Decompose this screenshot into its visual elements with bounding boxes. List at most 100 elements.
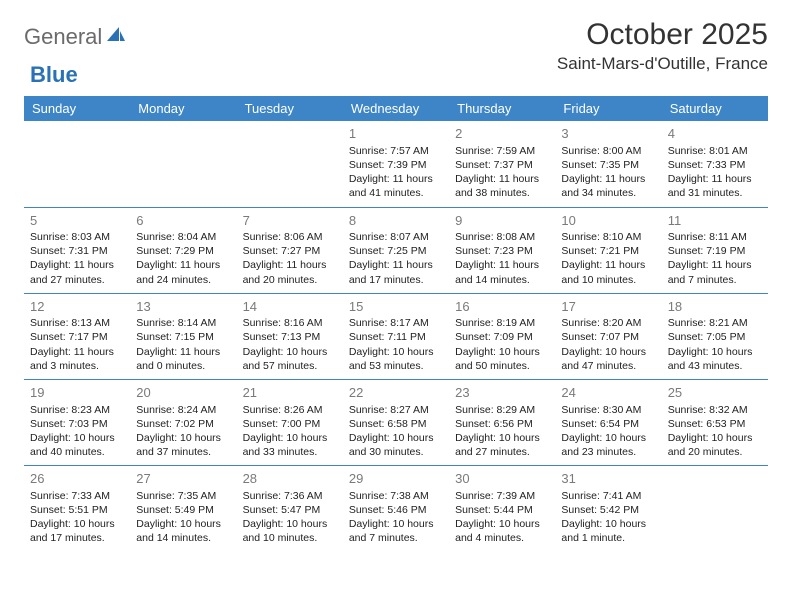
- day-header: Thursday: [449, 96, 555, 121]
- sunset-line: Sunset: 5:42 PM: [561, 503, 655, 517]
- sunrise-line: Sunrise: 8:19 AM: [455, 316, 549, 330]
- daylight-line: and 24 minutes.: [136, 273, 230, 287]
- daylight-line: and 27 minutes.: [455, 445, 549, 459]
- sunrise-line: Sunrise: 8:06 AM: [243, 230, 337, 244]
- daylight-line: and 30 minutes.: [349, 445, 443, 459]
- calendar-cell: 2Sunrise: 7:59 AMSunset: 7:37 PMDaylight…: [449, 121, 555, 207]
- daylight-line: and 1 minute.: [561, 531, 655, 545]
- calendar-cell: 15Sunrise: 8:17 AMSunset: 7:11 PMDayligh…: [343, 293, 449, 379]
- calendar-cell: 11Sunrise: 8:11 AMSunset: 7:19 PMDayligh…: [662, 207, 768, 293]
- sunset-line: Sunset: 7:13 PM: [243, 330, 337, 344]
- sunset-line: Sunset: 6:58 PM: [349, 417, 443, 431]
- calendar-cell: 19Sunrise: 8:23 AMSunset: 7:03 PMDayligh…: [24, 379, 130, 465]
- calendar-cell: 7Sunrise: 8:06 AMSunset: 7:27 PMDaylight…: [237, 207, 343, 293]
- sunset-line: Sunset: 6:56 PM: [455, 417, 549, 431]
- day-number: 1: [349, 125, 443, 143]
- calendar-cell: 25Sunrise: 8:32 AMSunset: 6:53 PMDayligh…: [662, 379, 768, 465]
- calendar-cell: 8Sunrise: 8:07 AMSunset: 7:25 PMDaylight…: [343, 207, 449, 293]
- calendar-cell: 10Sunrise: 8:10 AMSunset: 7:21 PMDayligh…: [555, 207, 661, 293]
- day-number: 19: [30, 384, 124, 402]
- daylight-line: Daylight: 11 hours: [668, 258, 762, 272]
- daylight-line: and 20 minutes.: [243, 273, 337, 287]
- sunset-line: Sunset: 7:11 PM: [349, 330, 443, 344]
- calendar-cell: 22Sunrise: 8:27 AMSunset: 6:58 PMDayligh…: [343, 379, 449, 465]
- calendar-cell: 27Sunrise: 7:35 AMSunset: 5:49 PMDayligh…: [130, 466, 236, 552]
- calendar-cell: 18Sunrise: 8:21 AMSunset: 7:05 PMDayligh…: [662, 293, 768, 379]
- day-number: 27: [136, 470, 230, 488]
- daylight-line: Daylight: 11 hours: [30, 345, 124, 359]
- daylight-line: and 10 minutes.: [243, 531, 337, 545]
- day-number: 17: [561, 298, 655, 316]
- sunset-line: Sunset: 7:35 PM: [561, 158, 655, 172]
- calendar-cell: [24, 121, 130, 207]
- daylight-line: Daylight: 11 hours: [349, 172, 443, 186]
- daylight-line: Daylight: 10 hours: [561, 345, 655, 359]
- day-number: 16: [455, 298, 549, 316]
- daylight-line: Daylight: 11 hours: [668, 172, 762, 186]
- daylight-line: and 34 minutes.: [561, 186, 655, 200]
- logo-word-1: General: [24, 24, 102, 50]
- day-number: 24: [561, 384, 655, 402]
- sunset-line: Sunset: 7:15 PM: [136, 330, 230, 344]
- calendar-cell: 23Sunrise: 8:29 AMSunset: 6:56 PMDayligh…: [449, 379, 555, 465]
- day-number: 5: [30, 212, 124, 230]
- sunrise-line: Sunrise: 8:26 AM: [243, 403, 337, 417]
- day-number: 22: [349, 384, 443, 402]
- sunrise-line: Sunrise: 8:14 AM: [136, 316, 230, 330]
- daylight-line: and 7 minutes.: [349, 531, 443, 545]
- day-number: 9: [455, 212, 549, 230]
- sunrise-line: Sunrise: 8:13 AM: [30, 316, 124, 330]
- daylight-line: and 43 minutes.: [668, 359, 762, 373]
- sunrise-line: Sunrise: 8:08 AM: [455, 230, 549, 244]
- daylight-line: and 20 minutes.: [668, 445, 762, 459]
- calendar-page: General October 2025 Saint-Mars-d'Outill…: [0, 0, 792, 564]
- calendar-cell: [662, 466, 768, 552]
- sunset-line: Sunset: 7:29 PM: [136, 244, 230, 258]
- daylight-line: and 17 minutes.: [349, 273, 443, 287]
- daylight-line: and 14 minutes.: [136, 531, 230, 545]
- sunset-line: Sunset: 7:23 PM: [455, 244, 549, 258]
- daylight-line: Daylight: 10 hours: [30, 431, 124, 445]
- sunrise-line: Sunrise: 8:01 AM: [668, 144, 762, 158]
- daylight-line: Daylight: 11 hours: [136, 258, 230, 272]
- calendar-cell: 5Sunrise: 8:03 AMSunset: 7:31 PMDaylight…: [24, 207, 130, 293]
- calendar-cell: 4Sunrise: 8:01 AMSunset: 7:33 PMDaylight…: [662, 121, 768, 207]
- calendar-cell: 30Sunrise: 7:39 AMSunset: 5:44 PMDayligh…: [449, 466, 555, 552]
- daylight-line: and 40 minutes.: [30, 445, 124, 459]
- sunrise-line: Sunrise: 8:21 AM: [668, 316, 762, 330]
- daylight-line: Daylight: 10 hours: [243, 345, 337, 359]
- calendar-cell: 24Sunrise: 8:30 AMSunset: 6:54 PMDayligh…: [555, 379, 661, 465]
- sunrise-line: Sunrise: 8:11 AM: [668, 230, 762, 244]
- daylight-line: and 38 minutes.: [455, 186, 549, 200]
- sunrise-line: Sunrise: 7:36 AM: [243, 489, 337, 503]
- daylight-line: and 31 minutes.: [668, 186, 762, 200]
- day-header: Friday: [555, 96, 661, 121]
- calendar-cell: 16Sunrise: 8:19 AMSunset: 7:09 PMDayligh…: [449, 293, 555, 379]
- sunset-line: Sunset: 6:53 PM: [668, 417, 762, 431]
- sunset-line: Sunset: 7:39 PM: [349, 158, 443, 172]
- sunrise-line: Sunrise: 7:33 AM: [30, 489, 124, 503]
- day-number: 30: [455, 470, 549, 488]
- sunrise-line: Sunrise: 8:03 AM: [30, 230, 124, 244]
- day-number: 15: [349, 298, 443, 316]
- sunrise-line: Sunrise: 8:29 AM: [455, 403, 549, 417]
- daylight-line: and 47 minutes.: [561, 359, 655, 373]
- daylight-line: and 41 minutes.: [349, 186, 443, 200]
- daylight-line: and 33 minutes.: [243, 445, 337, 459]
- calendar-row: 19Sunrise: 8:23 AMSunset: 7:03 PMDayligh…: [24, 379, 768, 465]
- daylight-line: Daylight: 10 hours: [349, 517, 443, 531]
- sunset-line: Sunset: 6:54 PM: [561, 417, 655, 431]
- calendar-cell: 6Sunrise: 8:04 AMSunset: 7:29 PMDaylight…: [130, 207, 236, 293]
- calendar-cell: 29Sunrise: 7:38 AMSunset: 5:46 PMDayligh…: [343, 466, 449, 552]
- sunrise-line: Sunrise: 7:41 AM: [561, 489, 655, 503]
- daylight-line: Daylight: 10 hours: [668, 345, 762, 359]
- sunset-line: Sunset: 7:03 PM: [30, 417, 124, 431]
- day-header: Wednesday: [343, 96, 449, 121]
- daylight-line: Daylight: 10 hours: [30, 517, 124, 531]
- day-number: 3: [561, 125, 655, 143]
- daylight-line: and 27 minutes.: [30, 273, 124, 287]
- day-number: 11: [668, 212, 762, 230]
- logo: General: [24, 24, 128, 50]
- daylight-line: Daylight: 11 hours: [243, 258, 337, 272]
- sunset-line: Sunset: 7:09 PM: [455, 330, 549, 344]
